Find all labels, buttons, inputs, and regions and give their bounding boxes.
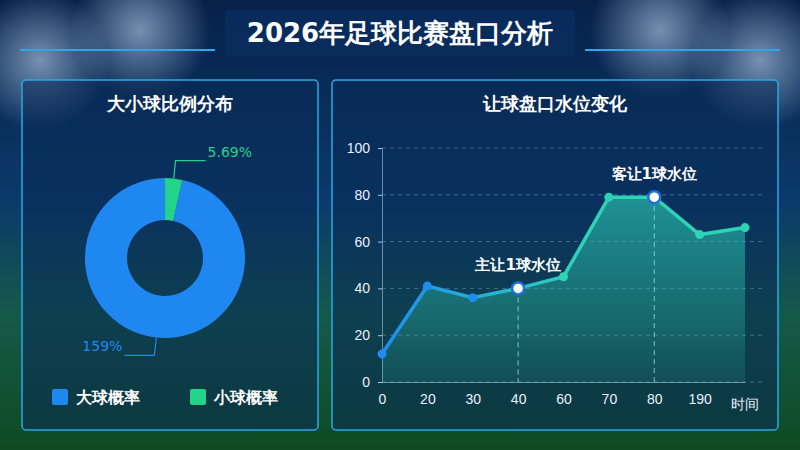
y-tick-label: 40 (354, 280, 370, 296)
annotation: 主让1球水位 (474, 256, 560, 274)
data-label: 5.69% (208, 144, 252, 160)
x-tick: 40 (511, 382, 527, 407)
y-tick-mark (378, 335, 382, 336)
x-tick-label: 190 (688, 391, 712, 407)
x-tick-label: 20 (420, 391, 436, 407)
panel-title: 让球盘口水位变化 (482, 93, 628, 114)
panel-title: 大小球比例分布 (106, 93, 233, 114)
legend-label: 小球概率 (213, 388, 278, 407)
y-tick-label: 60 (354, 234, 370, 250)
label-leader (124, 338, 156, 356)
title-backdrop (225, 10, 575, 56)
x-axis: 0 20 30 40 60 70 80 190 (379, 382, 746, 407)
y-axis: 0 20 40 60 80 100 (347, 140, 383, 390)
y-tick-mark (378, 242, 382, 243)
y-tick: 0 (362, 374, 382, 390)
point (695, 230, 704, 239)
title-deco (20, 49, 215, 51)
panel (22, 80, 318, 430)
point (378, 349, 387, 358)
y-tick: 20 (354, 327, 382, 343)
pie-group: 159% 5.69% (82, 144, 252, 356)
x-tick: 60 (556, 382, 572, 407)
annotation-line (518, 288, 519, 382)
x-axis-title: 时间 (731, 396, 759, 412)
x-tick-label: 30 (465, 391, 481, 407)
x-tick: 0 (379, 382, 387, 407)
x-axis-line (383, 382, 746, 383)
legend-label: 大球概率 (76, 388, 140, 407)
y-tick-label: 20 (354, 327, 370, 343)
x-tick-label: 80 (647, 391, 663, 407)
y-tick-label: 0 (362, 374, 370, 390)
x-tick-label: 0 (379, 391, 387, 407)
line (382, 197, 745, 354)
point (423, 282, 432, 291)
point (604, 193, 613, 202)
y-tick-mark (378, 288, 382, 289)
panel (332, 80, 778, 430)
plot-marks (378, 191, 750, 382)
x-tick-label: 70 (602, 391, 618, 407)
x-tick-label: 60 (556, 391, 572, 407)
annotation-line (654, 197, 655, 382)
x-tick: 190 (688, 382, 712, 407)
pie-slice (85, 178, 245, 338)
chart-root: 2026年足球比赛盘口分析大小球比例分布 让球盘口水位变化 159% 5.69% 大球概… (0, 0, 800, 450)
y-tick-label: 100 (347, 140, 371, 156)
point (468, 293, 477, 302)
legend-swatch (52, 389, 68, 405)
point (512, 282, 524, 294)
point (648, 191, 660, 203)
label-leader (174, 161, 206, 179)
y-tick: 80 (354, 187, 382, 203)
y-tick: 100 (347, 140, 382, 156)
legend-swatch (190, 389, 206, 405)
title: 2026年足球比赛盘口分析 (247, 18, 553, 48)
area (382, 197, 745, 382)
data-label: 159% (82, 338, 122, 354)
y-tick-mark (378, 382, 382, 383)
x-tick: 30 (465, 382, 481, 407)
grid-line (382, 148, 765, 149)
title-deco (585, 49, 780, 51)
y-tick: 60 (354, 234, 382, 250)
pie-slice (165, 178, 182, 221)
y-axis-line (378, 149, 383, 383)
x-tick-label: 40 (511, 391, 527, 407)
y-tick-mark (378, 148, 382, 149)
y-tick-mark (378, 195, 382, 196)
y-tick-label: 80 (354, 187, 370, 203)
x-tick: 20 (420, 382, 436, 407)
point (741, 223, 750, 232)
x-tick: 70 (602, 382, 618, 407)
y-tick: 40 (354, 280, 382, 296)
annotation: 客让1球水位 (611, 165, 697, 183)
x-tick: 80 (647, 382, 663, 407)
grid-line (382, 194, 765, 195)
